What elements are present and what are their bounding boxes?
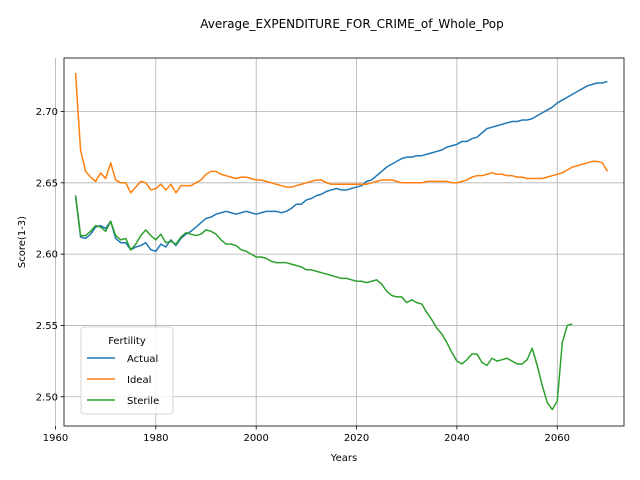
legend-label-actual: Actual — [127, 354, 158, 365]
series-layer — [74, 72, 609, 411]
legend-box — [80, 326, 174, 415]
legend-label-ideal: Ideal — [127, 375, 151, 386]
plot-frame — [63, 57, 625, 427]
series-line-sterile — [74, 195, 573, 411]
legend: Fertility Actual Ideal Sterile — [80, 326, 174, 415]
x-tick-label: 1960 — [43, 433, 68, 444]
y-axis: 2.50 2.55 2.60 2.65 2.70 — [36, 107, 64, 403]
series-line-actual — [74, 80, 608, 253]
grid — [55, 58, 624, 426]
y-tick-label: 2.55 — [36, 321, 58, 332]
y-tick-label: 2.70 — [36, 107, 58, 118]
x-axis: 1960 1980 2000 2020 2040 2060 — [43, 426, 570, 444]
y-tick-label: 2.50 — [36, 392, 58, 403]
x-tick-label: 2000 — [243, 433, 268, 444]
y-tick-label: 2.65 — [36, 178, 58, 189]
legend-label-sterile: Sterile — [127, 396, 159, 407]
x-tick-label: 2060 — [545, 433, 570, 444]
chart-title: Average_EXPENDITURE_FOR_CRIME_of_Whole_P… — [200, 17, 503, 31]
x-tick-label: 2040 — [444, 433, 469, 444]
y-tick-label: 2.60 — [36, 250, 58, 261]
series-line-ideal — [74, 72, 609, 194]
x-tick-label: 1980 — [143, 433, 168, 444]
legend-title: Fertility — [108, 336, 146, 347]
y-axis-label: Score(1-3) — [17, 216, 28, 268]
x-axis-label: Years — [330, 453, 357, 464]
x-tick-label: 2020 — [344, 433, 369, 444]
